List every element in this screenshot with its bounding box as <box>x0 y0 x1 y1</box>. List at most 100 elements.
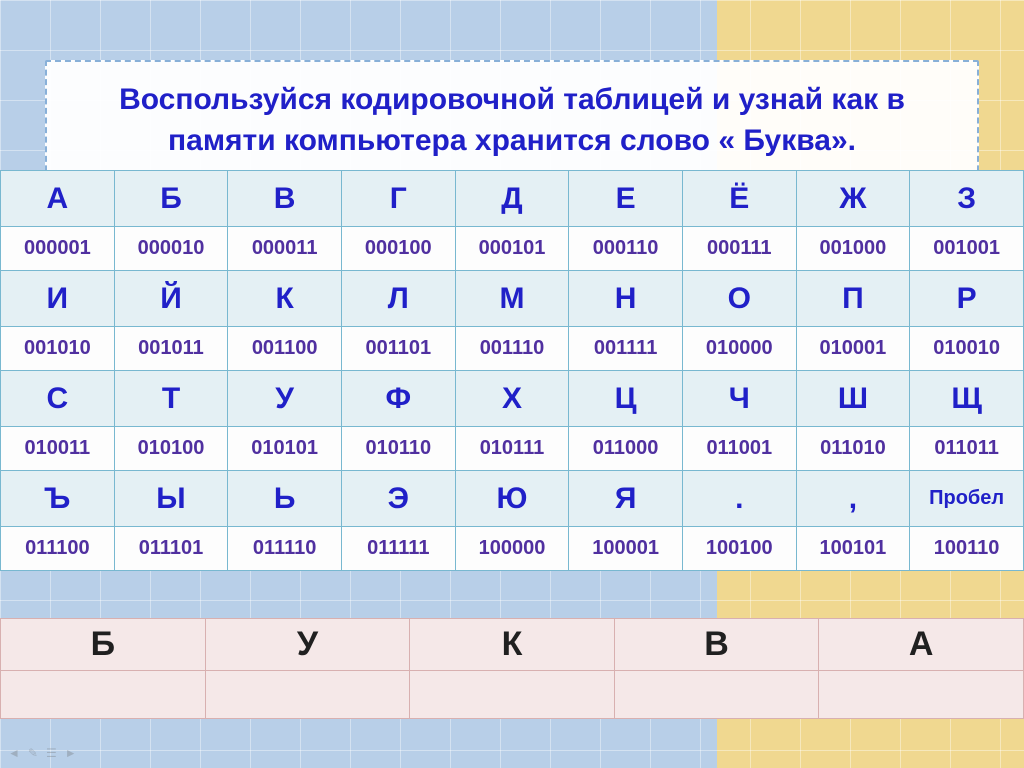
cell-letter: . <box>682 471 796 527</box>
cell-letter: Б <box>114 171 228 227</box>
answer-blank[interactable] <box>410 671 615 719</box>
cell-letter: Х <box>455 371 569 427</box>
cell-code: 011010 <box>796 427 910 471</box>
cell-code: 011111 <box>341 527 455 571</box>
cell-code: 000010 <box>114 227 228 271</box>
answer-letter: У <box>205 619 410 671</box>
answer-letter: В <box>614 619 819 671</box>
cell-code: 010111 <box>455 427 569 471</box>
cell-letter: Я <box>569 471 683 527</box>
cell-letter: Ш <box>796 371 910 427</box>
letter-row-3: Ъ Ы Ь Э Ю Я . , Пробел <box>1 471 1024 527</box>
cell-code: 001111 <box>569 327 683 371</box>
cell-letter: Ж <box>796 171 910 227</box>
cell-code: 001101 <box>341 327 455 371</box>
cell-code: 001011 <box>114 327 228 371</box>
cell-letter: Р <box>910 271 1024 327</box>
cell-letter: К <box>228 271 342 327</box>
answer-table: Б У К В А <box>0 618 1024 719</box>
cell-letter: В <box>228 171 342 227</box>
arrow-left-icon[interactable]: ◄ <box>8 746 20 760</box>
cell-letter: Ч <box>682 371 796 427</box>
cell-letter: Н <box>569 271 683 327</box>
cell-code: 010100 <box>114 427 228 471</box>
cell-letter: А <box>1 171 115 227</box>
cell-letter: Е <box>569 171 683 227</box>
cell-code: 010001 <box>796 327 910 371</box>
pen-icon[interactable]: ✎ <box>28 746 38 760</box>
answer-blank-row <box>1 671 1024 719</box>
nav-icons: ◄ ✎ ☰ ► <box>8 746 77 760</box>
cell-letter: Ь <box>228 471 342 527</box>
cell-letter: И <box>1 271 115 327</box>
cell-letter: С <box>1 371 115 427</box>
cell-code: 000110 <box>569 227 683 271</box>
cell-code: 011100 <box>1 527 115 571</box>
slide: Воспользуйся кодировочной таблицей и узн… <box>0 0 1024 768</box>
cell-letter: О <box>682 271 796 327</box>
title-card: Воспользуйся кодировочной таблицей и узн… <box>45 60 979 181</box>
encoding-table: А Б В Г Д Е Ё Ж З 000001 000010 000011 0… <box>0 170 1024 571</box>
cell-code: 000100 <box>341 227 455 271</box>
cell-letter: Т <box>114 371 228 427</box>
cell-letter: Э <box>341 471 455 527</box>
cell-code: 011110 <box>228 527 342 571</box>
cell-code: 100110 <box>910 527 1024 571</box>
cell-code: 100001 <box>569 527 683 571</box>
cell-code: 000101 <box>455 227 569 271</box>
cell-letter: Ц <box>569 371 683 427</box>
cell-code: 000011 <box>228 227 342 271</box>
answer-blank[interactable] <box>205 671 410 719</box>
cell-letter: Ф <box>341 371 455 427</box>
cell-letter: Ё <box>682 171 796 227</box>
answer-letter-row: Б У К В А <box>1 619 1024 671</box>
cell-letter: Ъ <box>1 471 115 527</box>
arrow-right-icon[interactable]: ► <box>65 746 77 760</box>
code-row-2: 010011 010100 010101 010110 010111 01100… <box>1 427 1024 471</box>
cell-letter: Д <box>455 171 569 227</box>
cell-code: 001001 <box>910 227 1024 271</box>
cell-code: 010000 <box>682 327 796 371</box>
cell-letter: З <box>910 171 1024 227</box>
cell-letter: Л <box>341 271 455 327</box>
cell-code: 011101 <box>114 527 228 571</box>
answer-letter: А <box>819 619 1024 671</box>
cell-code: 001110 <box>455 327 569 371</box>
answer-letter: К <box>410 619 615 671</box>
cell-code: 001100 <box>228 327 342 371</box>
cell-letter: М <box>455 271 569 327</box>
cell-letter: Щ <box>910 371 1024 427</box>
cell-letter: Г <box>341 171 455 227</box>
title-text: Воспользуйся кодировочной таблицей и узн… <box>67 80 957 161</box>
cell-code: 001000 <box>796 227 910 271</box>
cell-code: 100101 <box>796 527 910 571</box>
cell-code: 010101 <box>228 427 342 471</box>
cell-code: 011000 <box>569 427 683 471</box>
answer-blank[interactable] <box>819 671 1024 719</box>
cell-letter: П <box>796 271 910 327</box>
answer-letter: Б <box>1 619 206 671</box>
cell-code: 011011 <box>910 427 1024 471</box>
answer-blank[interactable] <box>1 671 206 719</box>
cell-letter: Пробел <box>910 471 1024 527</box>
cell-letter: , <box>796 471 910 527</box>
cell-letter: Ы <box>114 471 228 527</box>
cell-letter: У <box>228 371 342 427</box>
code-row-0: 000001 000010 000011 000100 000101 00011… <box>1 227 1024 271</box>
cell-code: 000001 <box>1 227 115 271</box>
cell-code: 001010 <box>1 327 115 371</box>
cell-letter: Ю <box>455 471 569 527</box>
cell-code: 010011 <box>1 427 115 471</box>
cell-code: 100100 <box>682 527 796 571</box>
cell-code: 011001 <box>682 427 796 471</box>
code-row-1: 001010 001011 001100 001101 001110 00111… <box>1 327 1024 371</box>
cell-letter: Й <box>114 271 228 327</box>
letter-row-1: И Й К Л М Н О П Р <box>1 271 1024 327</box>
code-row-3: 011100 011101 011110 011111 100000 10000… <box>1 527 1024 571</box>
answer-blank[interactable] <box>614 671 819 719</box>
cell-code: 000111 <box>682 227 796 271</box>
menu-icon[interactable]: ☰ <box>46 746 57 760</box>
cell-code: 010010 <box>910 327 1024 371</box>
cell-code: 010110 <box>341 427 455 471</box>
cell-code: 100000 <box>455 527 569 571</box>
